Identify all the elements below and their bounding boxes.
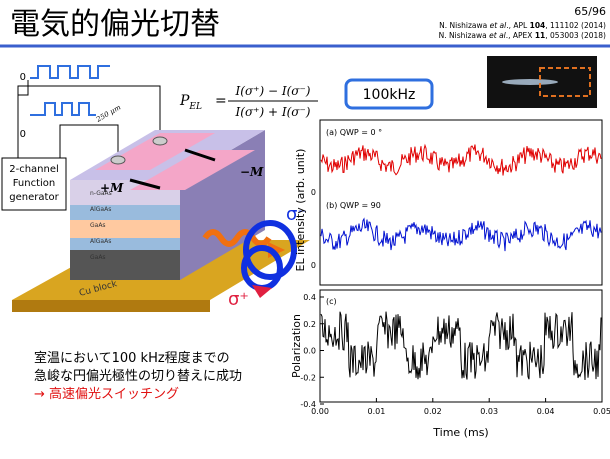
reference: N. Nishizawa et al., APL 104, 111102 (20… — [439, 21, 606, 30]
formula-numerator: I(σ⁺) − I(σ⁻) — [235, 84, 311, 98]
layer-label: GaAs — [90, 222, 106, 229]
ref-volume: 104 — [530, 21, 546, 30]
photo-glow — [502, 79, 558, 85]
ref-etal: et al — [490, 21, 508, 30]
width-label: 250 μm — [94, 103, 122, 124]
slide: 電気的偏光切替 65/96 N. Nishizawa et al., APL 1… — [0, 0, 610, 459]
layer-label: GaAs — [90, 254, 106, 261]
body-line: 室温において100 kHz程度までの — [34, 350, 230, 366]
layer-label: AlGaAs — [90, 238, 111, 245]
ref-journal: ., APEX — [506, 31, 535, 40]
body-line: 急峻な円偏光極性の切り替えに成功 — [34, 368, 242, 384]
pulse-mid — [30, 103, 96, 115]
y-label: EL intensity (arb. unit) — [294, 149, 307, 272]
x-tick-label: 0.02 — [424, 407, 442, 416]
ref-volume: 11 — [535, 31, 545, 40]
trace — [321, 219, 601, 251]
layer — [70, 205, 180, 220]
x-tick-label: 0.05 — [593, 407, 610, 416]
page-number: 65/96 — [574, 5, 606, 18]
ref-authors: N. Nishizawa — [439, 21, 489, 30]
layer — [70, 238, 180, 250]
y-tick-label: 0.2 — [303, 320, 316, 329]
wire — [18, 80, 28, 160]
ref-tail: , 111102 (2014) — [545, 21, 606, 30]
y-tick-label: -0.2 — [300, 373, 316, 382]
contact — [153, 137, 167, 145]
title: 電気的偏光切替 — [10, 7, 220, 42]
x-tick-label: 0.04 — [537, 407, 555, 416]
formula-denominator: I(σ⁺) + I(σ⁻) — [235, 105, 311, 119]
x-tick-label: 0.00 — [311, 407, 329, 416]
layer-label: AlGaAs — [90, 206, 111, 213]
generator-label: generator — [9, 192, 59, 203]
y-label: Polarization — [290, 314, 303, 378]
x-tick-label: 0.03 — [480, 407, 498, 416]
body-highlight: → 高速偏光スイッチング — [34, 386, 179, 402]
panel-label: (b) QWP = 90 — [326, 201, 381, 210]
x-label: Time (ms) — [432, 426, 488, 439]
generator-label: Function — [13, 178, 56, 189]
ref-etal: et al — [489, 31, 507, 40]
ref-journal: ., APL — [506, 21, 529, 30]
layer-label: n-GaAs — [90, 190, 112, 197]
sigma-plus: σ⁺ — [228, 289, 249, 310]
ref-tail: , 053003 (2018) — [545, 31, 606, 40]
formula-lhs: PEL — [179, 93, 202, 112]
cu-block-side — [12, 300, 210, 312]
contact — [111, 156, 125, 164]
x-tick-label: 0.01 — [367, 407, 385, 416]
y-tick-label: 0.4 — [303, 293, 316, 302]
formula-equals: = — [215, 93, 227, 109]
minus-m: −M — [240, 165, 264, 179]
trace — [321, 145, 601, 176]
panel-label: (a) QWP = 0 ° — [326, 128, 382, 137]
reference: N. Nishizawa et al., APEX 11, 053003 (20… — [439, 31, 606, 40]
ref-authors: N. Nishizawa — [439, 31, 489, 40]
plot: EL intensity (arb. unit) Polarization (a… — [290, 120, 610, 439]
zero-label: 0 — [311, 188, 316, 197]
generator-label: 2-channel — [9, 164, 59, 175]
trace — [321, 312, 601, 380]
badge-text: 100kHz — [363, 87, 416, 103]
panel-label: (c) — [326, 297, 337, 306]
layer — [70, 220, 180, 238]
y-tick-label: 0.0 — [303, 347, 316, 356]
zero-label: 0 — [20, 72, 26, 83]
zero-label: 0 — [20, 129, 26, 140]
zero-label: 0 — [311, 261, 316, 270]
pulse-top — [30, 66, 110, 78]
